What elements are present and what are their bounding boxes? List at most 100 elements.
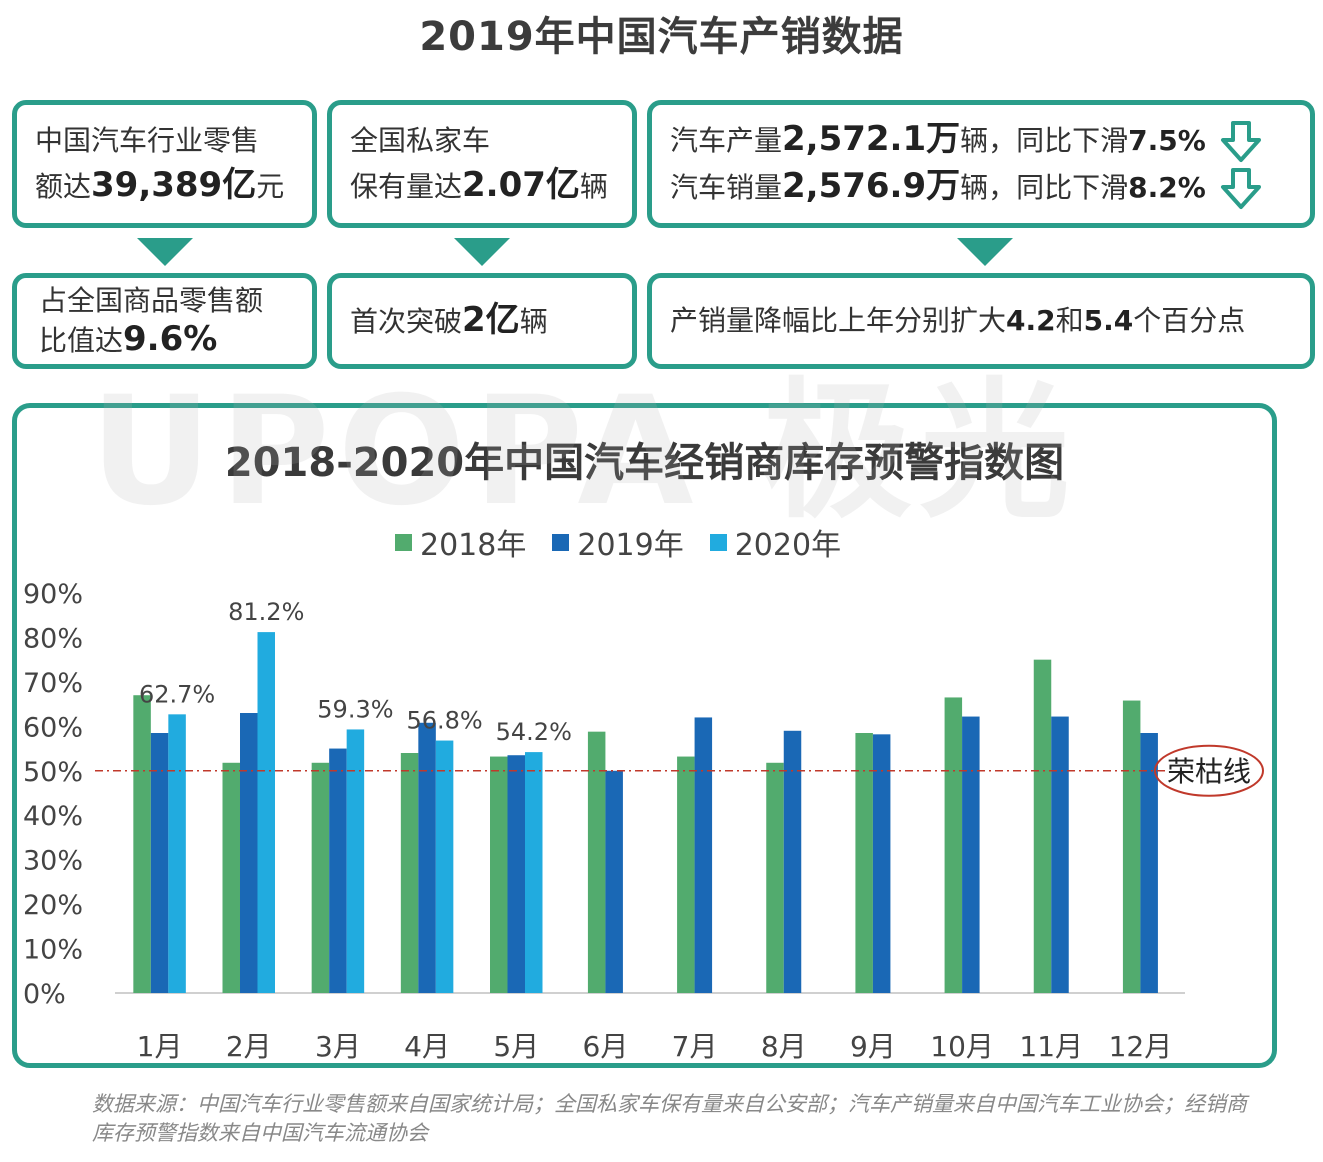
chart-panel: 2018-2020年中国汽车经销商库存预警指数图 2018年 2019年 202… — [12, 403, 1277, 1068]
x-tick-label: 8月 — [761, 1030, 807, 1063]
bar-2018年-6月 — [587, 731, 606, 993]
bar-2019年-2月 — [240, 713, 258, 993]
x-tick-label: 7月 — [672, 1030, 718, 1063]
bar-2019年-5月 — [507, 755, 525, 993]
x-tick-label: 3月 — [315, 1030, 361, 1063]
private-break-box: 首次突破2亿辆 — [327, 273, 637, 369]
private-break-line: 首次突破2亿辆 — [350, 300, 548, 340]
reference-line-label: 荣枯线 — [1167, 755, 1251, 788]
legend-item-2018: 2018年 — [395, 520, 526, 564]
chart-legend: 2018年 2019年 2020年 — [395, 520, 841, 564]
retail-share-line-1: 占全国商品零售额 — [39, 284, 264, 317]
y-tick-label: 20% — [23, 890, 83, 921]
sales-line: 汽车销量2,576.9万辆，同比下滑8.2% — [670, 164, 1292, 211]
decline-box: 产销量降幅比上年分别扩大4.2和5.4个百分点 — [647, 273, 1315, 369]
private-line-1: 全国私家车 — [350, 124, 491, 157]
bar-2018年-10月 — [944, 697, 963, 993]
bar-2019年-3月 — [329, 748, 347, 993]
x-tick-label: 6月 — [583, 1030, 629, 1063]
connector-triangle-icon — [454, 238, 510, 266]
reference-line-ellipse — [1154, 744, 1264, 797]
bar-2019年-4月 — [418, 722, 436, 993]
retail-share-value: 9.6% — [123, 319, 218, 359]
bar-2019年-7月 — [694, 717, 713, 993]
y-tick-label: 40% — [23, 801, 83, 832]
retail-line-1: 中国汽车行业零售 — [35, 124, 260, 157]
bar-2018年-4月 — [400, 753, 419, 993]
private-break-value: 2亿 — [462, 300, 520, 340]
production-sales-box: 汽车产量2,572.1万辆，同比下滑7.5% 汽车销量2,576.9万辆，同比下… — [647, 100, 1315, 228]
sales-value: 2,576.9万 — [782, 166, 961, 206]
data-label: 59.3% — [317, 695, 393, 723]
source-note: 数据来源：中国汽车行业零售额来自国家统计局；全国私家车保有量来自公安部；汽车产销… — [92, 1092, 1247, 1145]
bar-2020年-1月 — [168, 714, 186, 993]
x-tick-label: 11月 — [1019, 1030, 1083, 1063]
bar-2018年-9月 — [855, 733, 873, 993]
production-line: 汽车产量2,572.1万辆，同比下滑7.5% — [670, 117, 1292, 164]
retail-share-line-2: 比值达9.6% — [39, 319, 218, 359]
down-arrow-icon — [1220, 121, 1261, 162]
bar-2019年-9月 — [872, 734, 891, 993]
y-tick-label: 60% — [23, 712, 83, 743]
private-line-2: 保有量达2.07亿辆 — [350, 165, 608, 205]
y-tick-label: 80% — [23, 623, 83, 654]
data-label: 81.2% — [228, 598, 304, 626]
bar-chart: 0% 10% 20% 30% 40% 50% 60% 70% 80% 90% 62.7% 1月 81.2… — [23, 579, 1264, 1063]
bar-2018年-8月 — [766, 762, 784, 993]
bar-2020年-3月 — [346, 729, 365, 993]
bar-2020年-4月 — [435, 740, 454, 993]
bar-2019年-1月 — [150, 733, 169, 993]
bar-2020年-2月 — [257, 632, 275, 993]
bar-2018年-12月 — [1122, 700, 1141, 993]
x-tick-label: 9月 — [850, 1030, 896, 1063]
bar-2019年-12月 — [1140, 733, 1158, 993]
bar-2019年-8月 — [783, 730, 802, 993]
legend-swatch-2019 — [552, 533, 570, 551]
private-car-box: 全国私家车 保有量达2.07亿辆 — [327, 100, 637, 228]
bar-2020年-5月 — [525, 752, 543, 993]
bar-2018年-1月 — [133, 695, 151, 993]
sales-decline: 8.2% — [1128, 171, 1206, 204]
legend-item-2020: 2020年 — [709, 520, 841, 564]
chart-title: 2018-2020年中国汽车经销商库存预警指数图 — [224, 440, 1065, 486]
bar-2019年-6月 — [605, 770, 623, 993]
down-arrow-icon — [1220, 168, 1261, 209]
data-label: 56.8% — [406, 707, 482, 735]
data-label: 54.2% — [496, 718, 572, 746]
page-title: 2019年中国汽车产销数据 — [419, 14, 904, 60]
decline-value-2: 5.4 — [1083, 304, 1134, 337]
production-decline: 7.5% — [1128, 124, 1206, 157]
data-label: 62.7% — [139, 680, 215, 708]
bar-2019年-11月 — [1051, 716, 1069, 993]
retail-line-2: 额达39,389亿元 — [35, 165, 285, 205]
x-tick-label: 4月 — [404, 1030, 450, 1063]
retail-value: 39,389亿 — [91, 165, 257, 205]
y-tick-label: 10% — [23, 935, 83, 966]
y-tick-label: 90% — [23, 579, 83, 610]
legend-item-2019: 2019年 — [552, 520, 684, 564]
bar-2018年-5月 — [490, 756, 508, 993]
y-tick-label: 0% — [23, 979, 66, 1010]
y-tick-label: 70% — [23, 668, 83, 699]
decline-value-1: 4.2 — [1006, 304, 1056, 337]
production-value: 2,572.1万 — [782, 119, 961, 159]
x-tick-label: 12月 — [1109, 1030, 1173, 1063]
retail-box: 中国汽车行业零售 额达39,389亿元 — [12, 100, 317, 228]
y-tick-label: 30% — [23, 846, 83, 877]
x-tick-label: 1月 — [137, 1030, 183, 1063]
bar-2018年-7月 — [677, 756, 695, 993]
y-tick-label: 50% — [23, 757, 83, 788]
bar-2018年-11月 — [1033, 659, 1052, 993]
retail-share-box: 占全国商品零售额 比值达9.6% — [12, 273, 317, 369]
legend-swatch-2020 — [709, 533, 727, 551]
connector-triangle-icon — [137, 238, 193, 266]
x-tick-label: 10月 — [930, 1030, 994, 1063]
x-tick-label: 5月 — [493, 1030, 539, 1063]
x-tick-label: 2月 — [226, 1030, 272, 1063]
bar-2018年-3月 — [311, 762, 330, 993]
bar-2019年-10月 — [962, 716, 980, 993]
connector-triangle-icon — [957, 238, 1013, 266]
decline-line: 产销量降幅比上年分别扩大4.2和5.4个百分点 — [670, 304, 1246, 337]
private-value: 2.07亿 — [462, 165, 580, 205]
bar-2018年-2月 — [222, 762, 240, 993]
